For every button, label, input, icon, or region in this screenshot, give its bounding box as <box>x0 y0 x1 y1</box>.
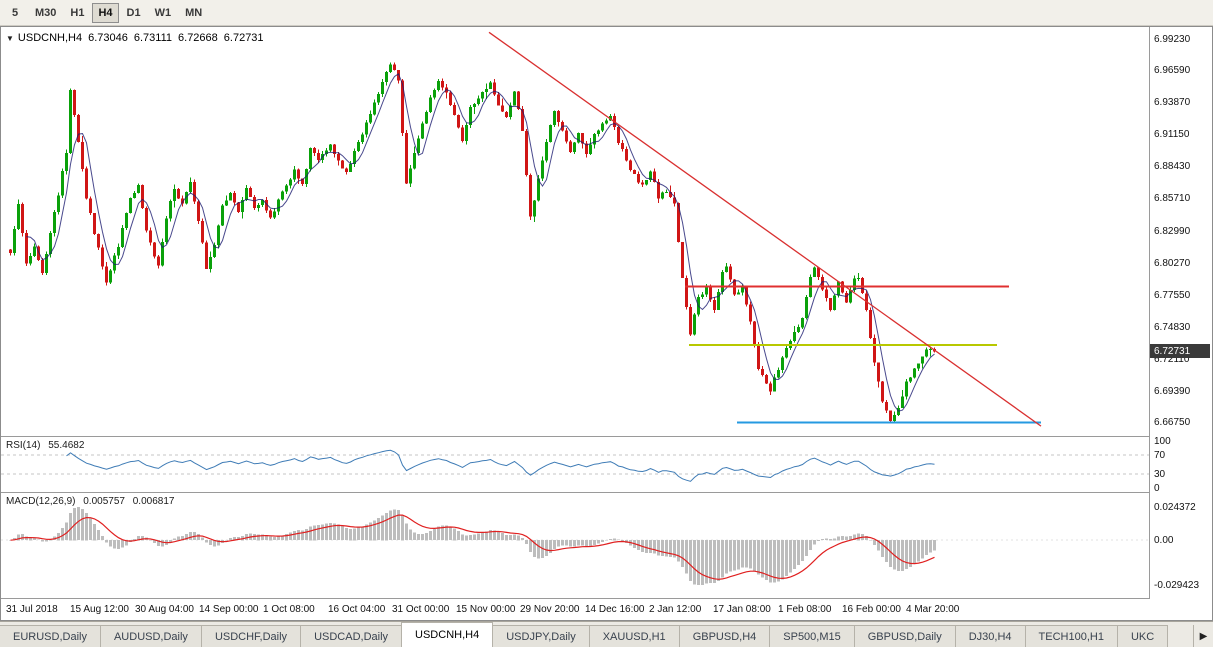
chart-tab[interactable]: USDCAD,Daily <box>300 625 403 647</box>
ohlc-low: 6.72668 <box>178 32 218 44</box>
price-axis-label: 6.66750 <box>1154 417 1191 428</box>
price-chart-canvas[interactable] <box>1 27 1149 436</box>
chart-window: ▼ USDCNH,H4 6.73046 6.73111 6.72668 6.72… <box>0 26 1213 621</box>
panel-separator[interactable] <box>1 436 1212 437</box>
rsi-value: 55.4682 <box>48 440 85 451</box>
date-axis-label: 15 Aug 12:00 <box>70 604 129 615</box>
timeframe-button-h4[interactable]: H4 <box>92 2 119 23</box>
timeframe-button-mn[interactable]: MN <box>185 6 203 19</box>
ohlc-close: 6.72731 <box>223 32 264 44</box>
rsi-panel-canvas[interactable] <box>1 437 1149 492</box>
price-axis-label: 6.99230 <box>1154 34 1191 45</box>
timeframe-button-h1[interactable]: H1 <box>70 6 85 19</box>
tab-scroll-right-button[interactable]: ▶ <box>1193 625 1213 647</box>
date-axis-label: 16 Oct 04:00 <box>328 604 386 615</box>
date-axis-label: 15 Nov 00:00 <box>456 604 516 615</box>
date-axis-label: 1 Oct 08:00 <box>263 604 315 615</box>
price-axis-label: 6.82990 <box>1154 225 1191 237</box>
ohlc-high: 6.73111 <box>133 32 173 44</box>
macd-signal-value: 0.006817 <box>132 496 175 507</box>
rsi-axis-label: 70 <box>1154 450 1166 462</box>
macd-main-value: 0.005757 <box>83 496 125 507</box>
price-axis-label: 6.80270 <box>1154 257 1191 269</box>
price-axis-label: 6.93870 <box>1154 97 1191 109</box>
timeframe-button-5[interactable]: 5 <box>11 6 19 19</box>
timeframe-toolbar: 5 M30 H1 H4 D1 W1 MN <box>0 0 1213 26</box>
date-axis-label: 16 Feb 00:00 <box>842 604 901 615</box>
macd-axis-label: 0.00 <box>1154 535 1174 547</box>
date-axis-label: 29 Nov 20:00 <box>520 604 580 615</box>
price-axis[interactable]: 6.72731 6.99230 6.96590 6.93870 6.91150 6.88… <box>1150 27 1212 620</box>
price-axis-label: 6.96590 <box>1154 65 1191 77</box>
date-axis-label: 14 Sep 00:00 <box>199 604 259 615</box>
price-axis-label: 6.88430 <box>1154 161 1191 173</box>
chart-tab[interactable]: USDJPY,Daily <box>492 625 590 647</box>
chart-tab[interactable]: SP500,M15 <box>769 625 855 647</box>
chart-tab[interactable]: XAUUSD,H1 <box>588 625 680 647</box>
chart-marker-icon: ▼ <box>6 33 14 43</box>
price-axis-label: 6.74830 <box>1154 321 1191 333</box>
rsi-axis-label: 100 <box>1154 436 1171 447</box>
rsi-axis-label: 30 <box>1154 468 1166 480</box>
panel-separator[interactable] <box>1 492 1212 493</box>
date-axis-label: 14 Dec 16:00 <box>585 604 645 615</box>
chart-tab[interactable]: TECH100,H1 <box>1024 625 1118 647</box>
timeframe-button-m30[interactable]: M30 <box>35 6 57 19</box>
chart-tab[interactable]: DJ30,H4 <box>954 625 1026 647</box>
timeframe-button-w1[interactable]: W1 <box>154 6 172 19</box>
macd-axis-label: 0.024372 <box>1154 502 1196 513</box>
chart-symbol: USDCNH,H4 <box>17 32 83 44</box>
date-axis-label: 4 Mar 20:00 <box>906 604 960 615</box>
rsi-axis-label: 0 <box>1154 483 1160 494</box>
date-axis-label: 31 Jul 2018 <box>6 604 58 615</box>
chart-tab-strip: EURUSD,Daily AUDUSD,Daily USDCHF,Daily USDC… <box>0 622 1193 647</box>
price-axis-label: 6.72110 <box>1154 353 1190 365</box>
date-axis-label: 2 Jan 12:00 <box>649 604 702 615</box>
price-axis-separator <box>1149 27 1150 599</box>
price-axis-label: 6.77550 <box>1154 289 1191 301</box>
arrow-right-icon: ▶ <box>1199 630 1208 642</box>
macd-title: MACD(12,26,9) 0.005757 0.006817 <box>6 496 179 507</box>
price-axis-label: 6.85710 <box>1154 193 1191 205</box>
chart-tab-bar: EURUSD,Daily AUDUSD,Daily USDCHF,Daily USDC… <box>0 621 1213 647</box>
chart-tab[interactable]: AUDUSD,Daily <box>99 625 202 647</box>
macd-label: MACD(12,26,9) <box>6 496 76 507</box>
date-axis-label: 1 Feb 08:00 <box>778 604 832 615</box>
ohlc-open: 6.73046 <box>88 32 128 44</box>
chart-tab[interactable]: USDCNH,H4 <box>401 622 494 647</box>
date-axis-label: 17 Jan 08:00 <box>713 604 771 615</box>
chart-tab[interactable]: GBPUSD,Daily <box>853 625 956 647</box>
chart-tab[interactable]: GBPUSD,H4 <box>678 625 771 647</box>
macd-panel-canvas[interactable] <box>1 493 1149 598</box>
rsi-title: RSI(14) 55.4682 <box>6 440 89 451</box>
chart-tab[interactable]: EURUSD,Daily <box>0 625 101 647</box>
panel-separator <box>1 598 1212 599</box>
date-axis-label: 31 Oct 00:00 <box>392 604 450 615</box>
macd-axis-label: -0.029423 <box>1154 580 1200 591</box>
timeframe-button-d1[interactable]: D1 <box>126 6 141 19</box>
price-axis-label: 6.69390 <box>1154 385 1191 397</box>
date-axis-label: 30 Aug 04:00 <box>135 604 194 615</box>
date-axis[interactable]: 31 Jul 2018 15 Aug 12:00 30 Aug 04:00 14 Se… <box>1 599 1149 620</box>
chart-symbol-ohlc: ▼ USDCNH,H4 6.73046 6.73111 6.72668 6.72… <box>6 32 270 44</box>
chart-tab[interactable]: USDCHF,Daily <box>200 625 302 647</box>
rsi-label: RSI(14) <box>6 440 41 451</box>
chart-tab[interactable]: UKC <box>1116 625 1169 647</box>
current-price-badge: 6.72731 <box>1150 344 1210 358</box>
price-axis-label: 6.91150 <box>1154 129 1190 141</box>
